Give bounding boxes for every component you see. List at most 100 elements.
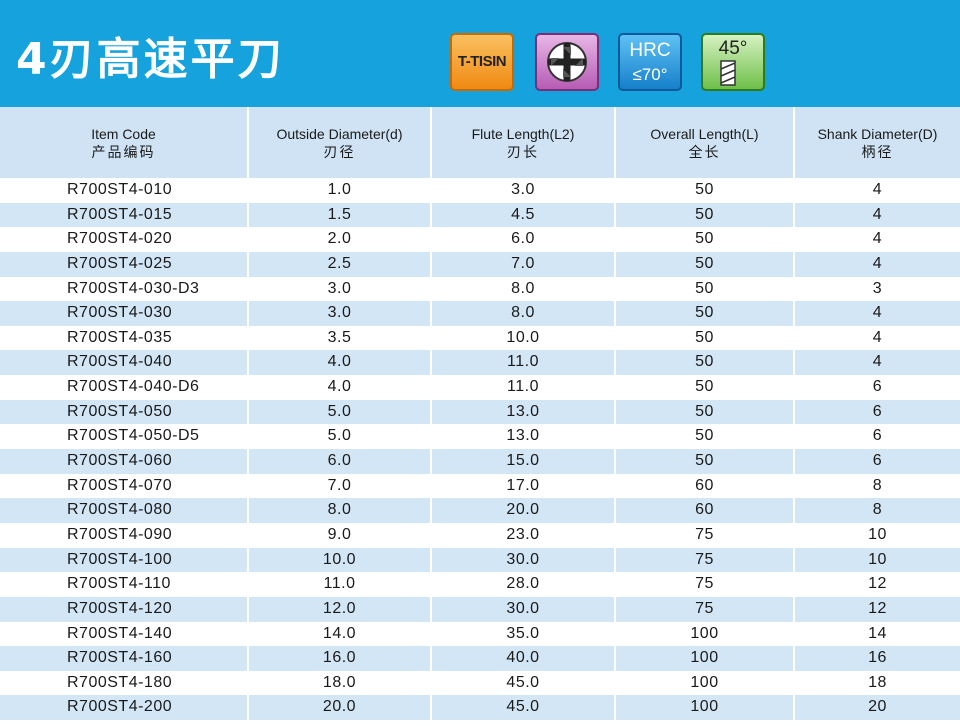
table-cell: R700ST4-100: [0, 547, 247, 573]
table-cell: 50: [616, 251, 793, 277]
table-cell: 100: [616, 670, 793, 696]
table-cell: 50: [616, 325, 793, 351]
table-cell: 4: [795, 202, 960, 228]
table-cell: 50: [616, 375, 793, 400]
hrc-badge: HRC ≤70°: [618, 33, 682, 91]
table-cell: R700ST4-015: [0, 202, 247, 228]
table-cell: R700ST4-040-D6: [0, 375, 247, 400]
table-cell: 6.0: [432, 227, 614, 252]
table-cell: 16.0: [249, 646, 430, 671]
table-cell: 4: [795, 251, 960, 277]
header-en: Flute Length(L2): [471, 126, 575, 142]
table-cell: R700ST4-080: [0, 498, 247, 523]
column-header: Item Code 产品编码: [0, 107, 247, 178]
header-en: Overall Length(L): [650, 126, 759, 142]
table-cell: 10.0: [432, 325, 614, 351]
table-cell: 50: [616, 449, 793, 474]
table-cell: 13.0: [432, 399, 614, 425]
table-cell: 5.0: [249, 399, 430, 425]
table-cell: 8.0: [249, 498, 430, 523]
table-cell: 6: [795, 449, 960, 474]
table-cell: 3.5: [249, 325, 430, 351]
table-cell: 13.0: [432, 424, 614, 450]
table-cell: 11.0: [432, 350, 614, 376]
table-cell: R700ST4-070: [0, 473, 247, 499]
table-cell: 100: [616, 646, 793, 671]
table-cell: 7.0: [432, 251, 614, 277]
angle-badge: 45°: [701, 33, 765, 91]
table-cell: 10.0: [249, 547, 430, 573]
table-cell: R700ST4-030: [0, 301, 247, 326]
table-cell: 20: [795, 695, 960, 721]
table-cell: 50: [616, 202, 793, 228]
table-cell: R700ST4-040: [0, 350, 247, 376]
table-cell: R700ST4-160: [0, 646, 247, 671]
table-cell: R700ST4-060: [0, 449, 247, 474]
table-cell: 3: [795, 276, 960, 302]
table-cell: R700ST4-025: [0, 251, 247, 277]
table-cell: 17.0: [432, 473, 614, 499]
table-cell: R700ST4-110: [0, 572, 247, 597]
hrc-value: ≤70°: [632, 65, 668, 84]
table-cell: 35.0: [432, 621, 614, 647]
table-cell: 18: [795, 670, 960, 696]
table-cell: 5.0: [249, 424, 430, 450]
table-cell: 23.0: [432, 522, 614, 548]
table-cell: 4: [795, 301, 960, 326]
table-cell: 4: [795, 178, 960, 203]
column-header: Shank Diameter(D) 柄径: [795, 107, 960, 178]
table-cell: 4: [795, 325, 960, 351]
table-cell: R700ST4-050-D5: [0, 424, 247, 450]
table-cell: 2.5: [249, 251, 430, 277]
table-cell: 12: [795, 596, 960, 622]
table-cell: 75: [616, 572, 793, 597]
table-cell: R700ST4-050: [0, 399, 247, 425]
table-cell: 18.0: [249, 670, 430, 696]
table-cell: 75: [616, 596, 793, 622]
table-cell: 4.0: [249, 375, 430, 400]
table-cell: 12: [795, 572, 960, 597]
title: 4刃高速平刀: [16, 34, 285, 85]
table-cell: 50: [616, 399, 793, 425]
table-cell: 30.0: [432, 596, 614, 622]
table-cell: 4.5: [432, 202, 614, 228]
table-cell: R700ST4-030-D3: [0, 276, 247, 302]
table-cell: 3.0: [249, 301, 430, 326]
flute-icon: [547, 42, 587, 82]
table-cell: R700ST4-020: [0, 227, 247, 252]
column-header: Flute Length(L2) 刃长: [432, 107, 614, 178]
table-cell: 6: [795, 424, 960, 450]
table-cell: 14: [795, 621, 960, 647]
header-zh: 柄径: [861, 144, 894, 160]
table-cell: 15.0: [432, 449, 614, 474]
header-zh: 刃径: [323, 144, 356, 160]
table-cell: R700ST4-010: [0, 178, 247, 203]
table-cell: 50: [616, 276, 793, 302]
table-cell: 40.0: [432, 646, 614, 671]
table-cell: 75: [616, 547, 793, 573]
table-cell: 12.0: [249, 596, 430, 622]
table-cell: 1.5: [249, 202, 430, 228]
table-cell: 6: [795, 375, 960, 400]
table-cell: 75: [616, 522, 793, 548]
header-zh: 产品编码: [91, 144, 156, 160]
table-cell: 4: [795, 227, 960, 252]
table-cell: 7.0: [249, 473, 430, 499]
column-header: Outside Diameter(d) 刃径: [249, 107, 430, 178]
table-cell: 11.0: [249, 572, 430, 597]
table-cell: 11.0: [432, 375, 614, 400]
table-cell: 60: [616, 473, 793, 499]
table-cell: 30.0: [432, 547, 614, 573]
table-cell: R700ST4-090: [0, 522, 247, 548]
table-cell: 50: [616, 178, 793, 203]
table-cell: 100: [616, 621, 793, 647]
header-band: 4刃高速平刀 T-TISIN HRC ≤70° 45°: [0, 0, 960, 107]
table-cell: 8.0: [432, 301, 614, 326]
table-cell: 50: [616, 227, 793, 252]
table-cell: 10: [795, 522, 960, 548]
table-cell: 50: [616, 301, 793, 326]
table-cell: R700ST4-200: [0, 695, 247, 721]
table-cell: 6: [795, 399, 960, 425]
table-cell: 100: [616, 695, 793, 721]
